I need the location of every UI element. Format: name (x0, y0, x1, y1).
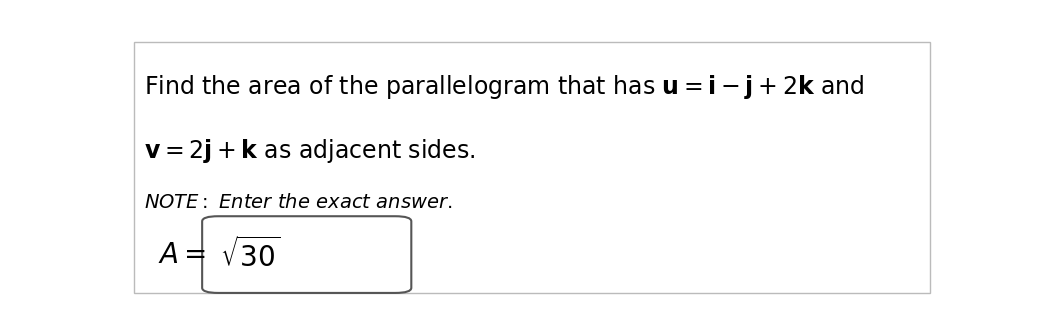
Text: Find the area of the parallelogram that has $\mathbf{u} = \mathbf{i} - \mathbf{j: Find the area of the parallelogram that … (144, 73, 865, 101)
Text: $\mathbf{v} = 2\mathbf{j} + \mathbf{k}$ as adjacent sides.: $\mathbf{v} = 2\mathbf{j} + \mathbf{k}$ … (144, 137, 475, 165)
Text: $A =$: $A =$ (158, 241, 207, 269)
Text: $\sqrt{30}$: $\sqrt{30}$ (220, 237, 280, 273)
FancyBboxPatch shape (202, 216, 411, 293)
Text: $\mathit{NOTE{:}\ Enter\ the\ exact\ answer.}$: $\mathit{NOTE{:}\ Enter\ the\ exact\ ans… (144, 193, 453, 212)
